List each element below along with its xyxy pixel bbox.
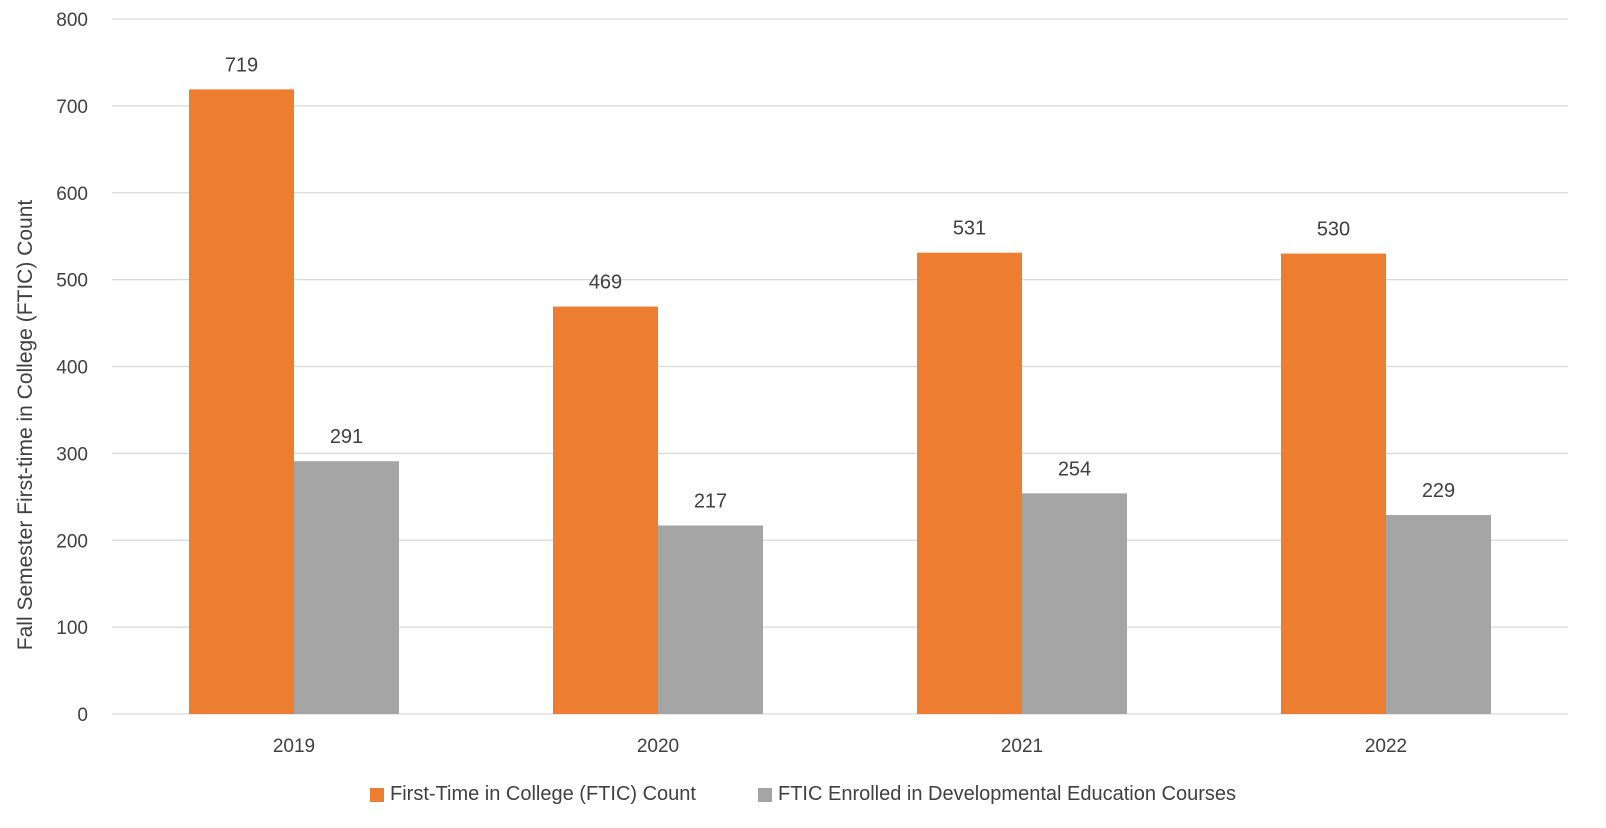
x-tick-label: 2019 [273,736,315,757]
x-tick-label: 2022 [1365,736,1407,757]
legend-label: FTIC Enrolled in Developmental Education… [777,783,1236,805]
data-label: 719 [225,54,258,76]
legend-swatch-orange [370,787,384,802]
legend-item-ftic-count: First-Time in College (FTIC) Count [370,783,696,806]
y-tick-label: 100 [56,618,88,639]
data-label: 217 [694,490,727,512]
bar-2021-series-2 [1022,493,1127,714]
legend: First-Time in College (FTIC) Count FTIC … [0,783,1606,806]
y-tick-label: 700 [56,97,88,118]
y-tick-label: 800 [56,10,88,31]
data-label: 254 [1058,458,1091,480]
bar-2020-series-1 [553,306,658,714]
y-tick-label: 300 [56,444,88,465]
y-tick-label: 500 [56,271,88,292]
y-tick-label: 0 [77,705,88,726]
x-axis-ticks: 2019 2020 2021 2022 [273,736,1407,757]
bar-2022-series-2 [1386,515,1491,714]
y-axis-title: Fall Semester First-time in College (FTI… [14,200,37,651]
x-tick-label: 2020 [637,736,679,757]
data-labels: 719 291 469 217 531 254 530 229 [225,54,1455,512]
data-label: 530 [1317,219,1350,241]
x-tick-label: 2021 [1001,736,1043,757]
data-label: 291 [330,426,363,448]
y-tick-label: 400 [56,358,88,379]
y-tick-label: 600 [56,184,88,205]
data-label: 531 [953,218,986,240]
y-axis-ticks: 0 100 200 300 400 500 600 700 800 [56,10,88,726]
y-tick-label: 200 [56,531,88,552]
bar-2019-series-1 [189,89,294,714]
legend-label: First-Time in College (FTIC) Count [390,783,696,805]
bar-2019-series-2 [294,461,399,714]
legend-item-ftic-dev-ed: FTIC Enrolled in Developmental Education… [757,783,1236,806]
bar-2021-series-1 [917,252,1022,714]
data-label: 469 [589,272,622,294]
bar-2022-series-1 [1281,253,1386,714]
bar-chart: 0 100 200 300 400 500 600 700 800 719 291 469 217 53… [14,10,1568,757]
bar-2020-series-2 [658,525,763,714]
data-label: 229 [1422,480,1455,502]
bars [189,89,1491,714]
legend-swatch-gray [757,787,772,802]
